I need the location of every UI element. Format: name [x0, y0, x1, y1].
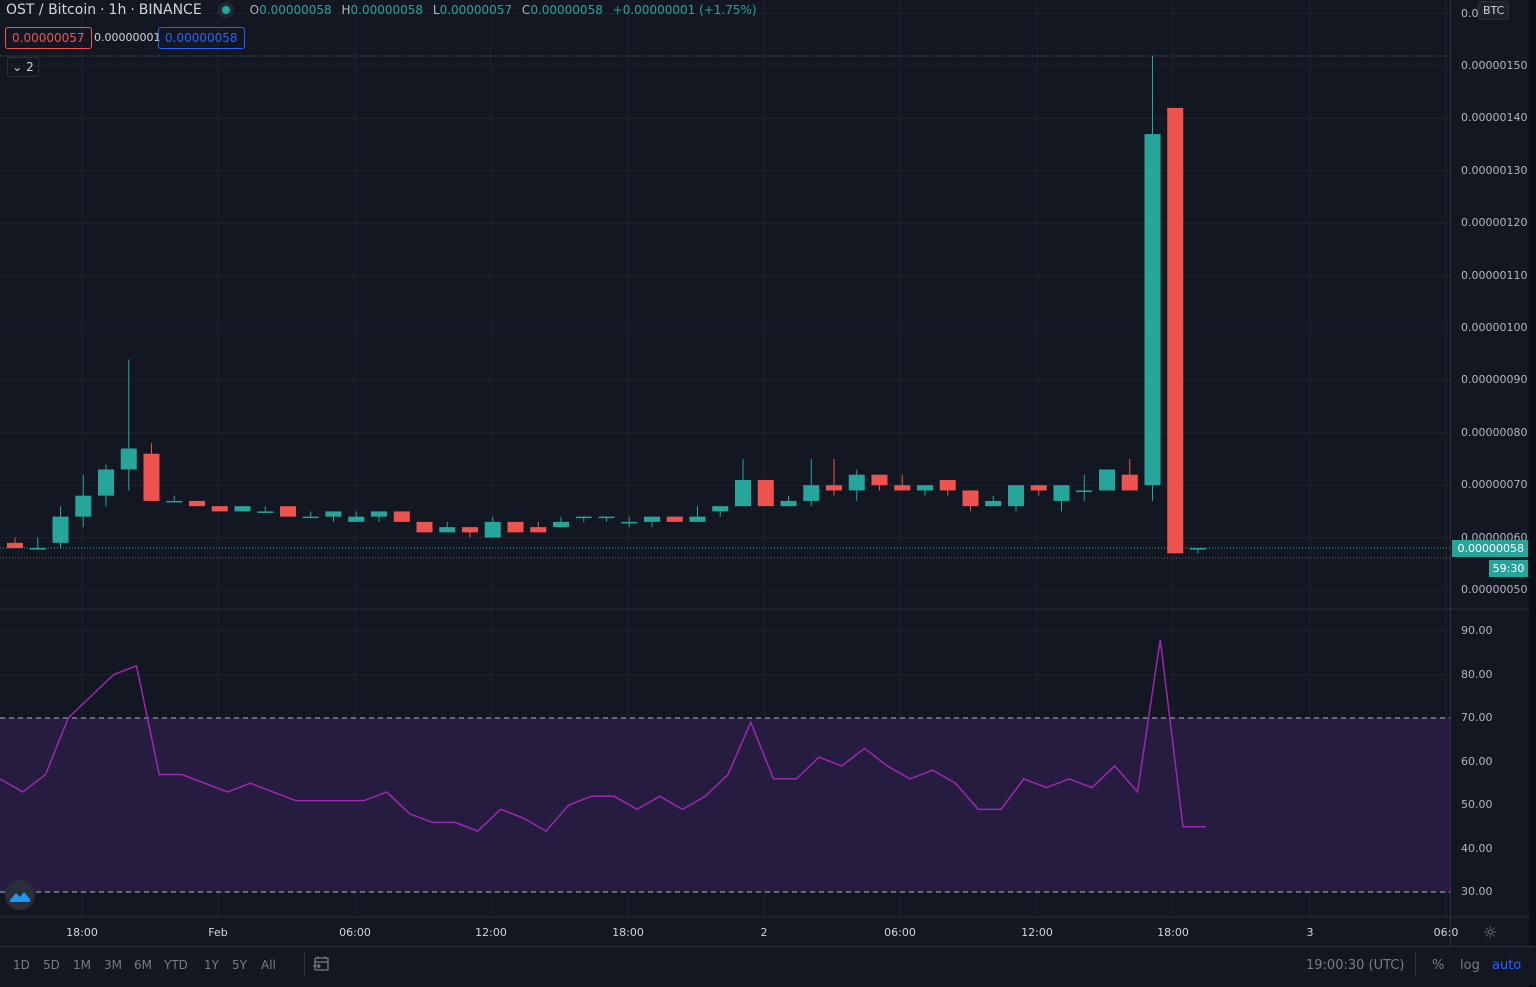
legend-separator: ·	[130, 2, 135, 18]
range-button-6m[interactable]: 6M	[134, 958, 152, 972]
go-to-date-icon[interactable]	[312, 955, 330, 977]
open-value: 0.00000058	[259, 3, 332, 17]
time-tick-label: 3	[1306, 926, 1314, 939]
low-value: 0.00000057	[439, 3, 513, 17]
indicator-count: 2	[26, 60, 34, 74]
current-price-badge: 0.00000058	[1452, 540, 1528, 557]
rsi-tick-label: 80.00	[1461, 667, 1493, 681]
candlestick-series[interactable]	[7, 55, 1206, 554]
rsi-tick-label: 60.00	[1461, 754, 1493, 768]
chevron-down-icon: ⌄	[12, 60, 23, 74]
spread-value: 0.00000001	[94, 31, 161, 44]
price-tick-label: 0.00000130	[1461, 163, 1528, 177]
high-value: 0.00000058	[350, 3, 424, 17]
toolbar-divider	[1415, 952, 1416, 976]
ohlc-values: O0.00000058 H0.00000058 L0.00000057 C0.0…	[250, 3, 763, 17]
price-tick-label: 0.00000100	[1461, 321, 1528, 334]
time-tick-label: 18:00	[1157, 926, 1189, 939]
close-value: 0.00000058	[530, 3, 603, 17]
rsi-tick-label: 70.00	[1461, 711, 1493, 724]
time-tick-label: 2	[760, 926, 768, 939]
collapse-indicators-button[interactable]: ⌄ 2	[7, 57, 39, 77]
time-tick-label: 18:00	[612, 926, 644, 939]
percent-scale-toggle[interactable]: %	[1432, 958, 1445, 973]
price-tick-label: 0.00000120	[1461, 216, 1528, 230]
price-tick-label: 0.00000080	[1461, 425, 1528, 439]
range-button-3m[interactable]: 3M	[104, 958, 122, 972]
tradingview-logo-icon[interactable]	[5, 880, 35, 910]
time-tick-label: Feb	[208, 926, 228, 939]
toolbar-divider	[304, 952, 305, 976]
rsi-tick-label: 90.00	[1461, 624, 1493, 637]
time-tick-label: 06:00	[339, 926, 371, 939]
close-label: C	[521, 3, 531, 17]
rsi-tick-label: 50.00	[1461, 798, 1493, 811]
log-scale-toggle[interactable]: log	[1460, 958, 1480, 973]
range-button-ytd[interactable]: YTD	[164, 958, 188, 972]
utc-clock[interactable]: 19:00:30 (UTC)	[1306, 958, 1405, 973]
legend-separator: ·	[100, 2, 105, 18]
high-label: H	[341, 3, 351, 17]
range-button-5y[interactable]: 5Y	[232, 958, 247, 972]
buy-price-button[interactable]: 0.00000058	[158, 27, 245, 49]
price-tick-label: 0.00000090	[1461, 373, 1528, 387]
time-tick-label: 12:00	[1021, 926, 1053, 939]
time-tick-label: 12:00	[475, 926, 507, 939]
change-value: +0.00000001 (+1.75%)	[612, 3, 757, 17]
range-button-1m[interactable]: 1M	[73, 958, 91, 972]
currency-tag[interactable]: BTC	[1478, 1, 1510, 20]
price-tick-label: 0.00000140	[1461, 111, 1528, 125]
price-tick-label: 0.00000110	[1461, 268, 1528, 282]
bottom-toolbar	[0, 946, 1536, 985]
exchange: BINANCE	[138, 2, 202, 18]
symbol-name[interactable]: OST / Bitcoin	[6, 2, 97, 18]
sell-price-button[interactable]: 0.00000057	[5, 27, 92, 49]
range-button-1d[interactable]: 1D	[13, 958, 30, 972]
range-button-5d[interactable]: 5D	[43, 958, 60, 972]
auto-scale-toggle[interactable]: auto	[1492, 958, 1522, 973]
range-button-1y[interactable]: 1Y	[204, 958, 219, 972]
low-label: L	[432, 3, 440, 17]
interval[interactable]: 1h	[108, 2, 127, 18]
price-tick-label: 0.00000050	[1461, 583, 1528, 596]
open-label: O	[249, 3, 260, 17]
rsi-line[interactable]	[0, 639, 1206, 833]
time-tick-label: 18:00	[66, 926, 98, 939]
rsi-tick-label: 40.00	[1461, 841, 1493, 855]
symbol-legend: OST / Bitcoin · 1h · BINANCE O0.00000058…	[6, 2, 763, 18]
time-tick-label: 06:0	[1433, 926, 1459, 939]
range-button-all[interactable]: All	[261, 958, 276, 972]
gear-icon[interactable]: ☼	[1483, 923, 1498, 942]
price-tick-label: 0.00000070	[1461, 478, 1528, 492]
time-tick-label: 06:00	[884, 926, 916, 939]
price-tick-label: 0.00000150	[1461, 59, 1528, 72]
rsi-tick-label: 30.00	[1461, 885, 1493, 898]
bar-countdown: 59:30	[1489, 560, 1528, 577]
market-status-icon[interactable]	[221, 6, 230, 14]
